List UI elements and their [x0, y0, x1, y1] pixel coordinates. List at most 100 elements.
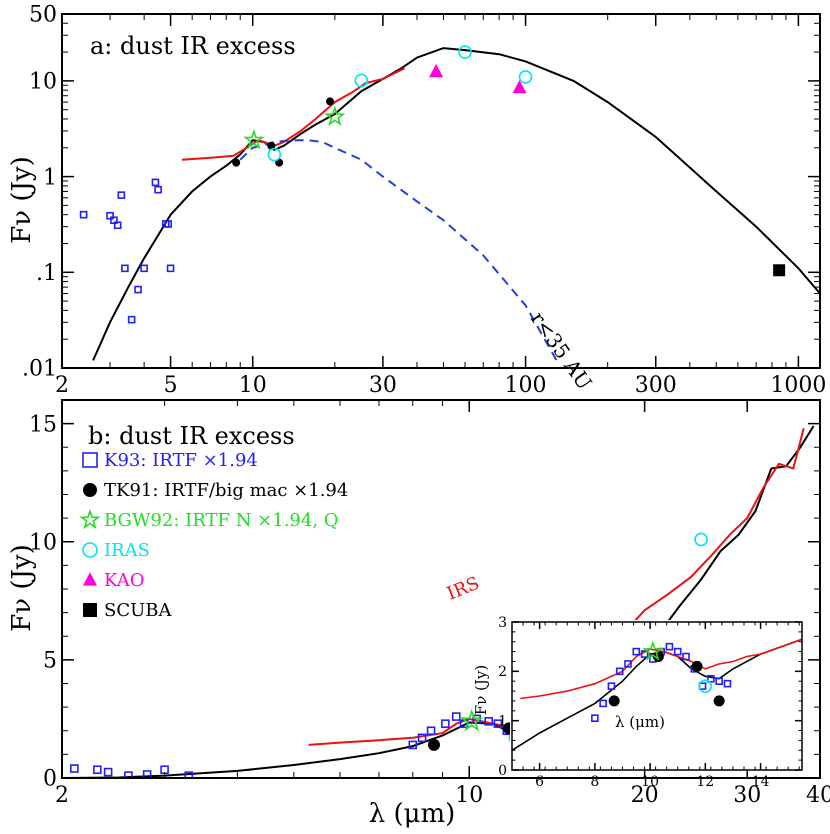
data-point-open-square — [164, 220, 172, 228]
inset-frame — [511, 621, 803, 771]
panel-a-plot-area — [79, 45, 820, 361]
x-tick-label: 10 — [455, 783, 483, 808]
data-point-open-square — [113, 221, 122, 230]
data-point-open-square — [408, 740, 418, 750]
data-point-open-square — [79, 210, 88, 219]
data-point-open-square — [140, 264, 148, 273]
data-point-open-square — [134, 285, 142, 294]
legend-marker-filled-triangle — [83, 572, 97, 586]
data-point-open-square — [665, 642, 674, 651]
y-tick-label: 50 — [29, 3, 57, 28]
data-point-open-square — [615, 667, 624, 676]
data-point-open-circle — [354, 73, 369, 88]
y-tick-label: 1 — [498, 714, 507, 730]
data-point-open-square — [632, 647, 641, 656]
data-point-open-square — [682, 652, 690, 661]
legend-marker-open-circle — [82, 542, 98, 558]
y-tick-label: .01 — [22, 357, 57, 382]
data-point-filled-triangle — [512, 79, 527, 94]
data-point-filled-circle — [652, 651, 664, 663]
x-tick-label: 8 — [590, 774, 599, 790]
data-point-filled-square — [773, 264, 786, 277]
legend-label: BGW92: IRTF N ×1.94, Q — [104, 510, 339, 531]
data-point-filled-circle — [326, 97, 335, 106]
data-point-filled-circle — [691, 660, 703, 672]
data-point-open-square — [93, 765, 102, 775]
x-tick-label: 5 — [164, 373, 178, 398]
inset-plot-area — [512, 638, 802, 751]
panel-b-title: b: dust IR excess — [88, 422, 295, 450]
data-point-open-square — [599, 699, 607, 708]
data-point-open-square — [103, 767, 113, 777]
data-point-open-star — [324, 105, 346, 126]
legend-label: IRAS — [104, 540, 150, 561]
inset-background — [510, 620, 802, 770]
data-point-open-circle — [458, 45, 472, 59]
data-point-filled-circle — [713, 695, 725, 707]
data-point-open-star — [459, 708, 484, 732]
data-point-open-square — [151, 178, 160, 187]
legend-marker-filled-circle — [83, 483, 97, 497]
x-tick-label: 10 — [641, 774, 659, 790]
data-point-filled-circle — [267, 141, 276, 150]
y-tick-label: 10 — [29, 530, 57, 555]
y-tick-label: 5 — [43, 649, 57, 674]
data-point-filled-circle — [608, 695, 620, 707]
legend-marker-open-star — [79, 508, 101, 530]
series-line-dash_blue — [239, 139, 558, 361]
x-tick-label: 10 — [239, 373, 267, 398]
data-point-open-square — [127, 315, 136, 324]
legend-label: SCUBA — [104, 600, 173, 621]
x-tick-label: 40 — [806, 783, 830, 808]
data-point-open-square — [607, 682, 616, 690]
legend-label: K93: IRTF ×1.94 — [104, 450, 258, 471]
y-tick-label: 0 — [498, 763, 507, 779]
x-tick-label: 2 — [55, 783, 69, 808]
series-line-black — [92, 47, 820, 361]
data-point-open-square — [624, 660, 632, 668]
panel-a-title: a: dust IR excess — [90, 32, 296, 60]
data-point-open-square — [484, 716, 494, 726]
data-point-open-square — [166, 264, 175, 273]
data-point-open-square — [493, 719, 503, 728]
panel-b-ylabel: Fν (Jy) — [7, 544, 37, 632]
data-point-open-square — [723, 679, 732, 688]
y-tick-label: 1 — [43, 165, 57, 190]
data-point-open-square — [715, 677, 723, 686]
data-point-open-square — [451, 712, 461, 721]
x-tick-label: 2 — [55, 373, 69, 398]
data-point-open-square — [106, 211, 114, 220]
data-point-open-square — [154, 185, 162, 194]
panel-b-xlabel: λ (μm) — [369, 799, 456, 829]
y-tick-label: 2 — [498, 664, 507, 680]
panel-a-axes: 2 5 10 30 100 300 1000 .01 .1 1 10 50 — [22, 3, 826, 398]
x-tick-label: 14 — [752, 774, 770, 790]
y-tick-label: 0 — [43, 767, 57, 792]
data-point-open-circle — [698, 679, 713, 693]
data-point-open-square — [673, 647, 682, 656]
y-tick-label: 10 — [29, 70, 57, 95]
data-point-open-square — [417, 733, 427, 743]
x-tick-label: 300 — [635, 373, 677, 398]
x-tick-label: 20 — [631, 783, 659, 808]
x-tick-label: 30 — [369, 373, 397, 398]
data-point-open-square — [70, 764, 79, 773]
data-point-filled-circle — [232, 158, 241, 167]
data-point-open-circle — [518, 70, 533, 84]
data-point-open-square — [707, 674, 715, 683]
data-point-open-square — [121, 264, 129, 273]
y-tick-label: .1 — [36, 261, 57, 286]
y-tick-label: 3 — [498, 615, 507, 631]
legend-marker-filled-square — [83, 603, 97, 617]
data-point-open-square — [117, 191, 126, 199]
inset-ylabel: Fν (Jy) — [472, 665, 490, 716]
data-point-open-square — [640, 650, 649, 658]
data-point-open-square — [184, 771, 194, 778]
legend-label: TK91: IRTF/big mac ×1.94 — [104, 480, 348, 501]
data-point-filled-circle — [427, 738, 440, 751]
